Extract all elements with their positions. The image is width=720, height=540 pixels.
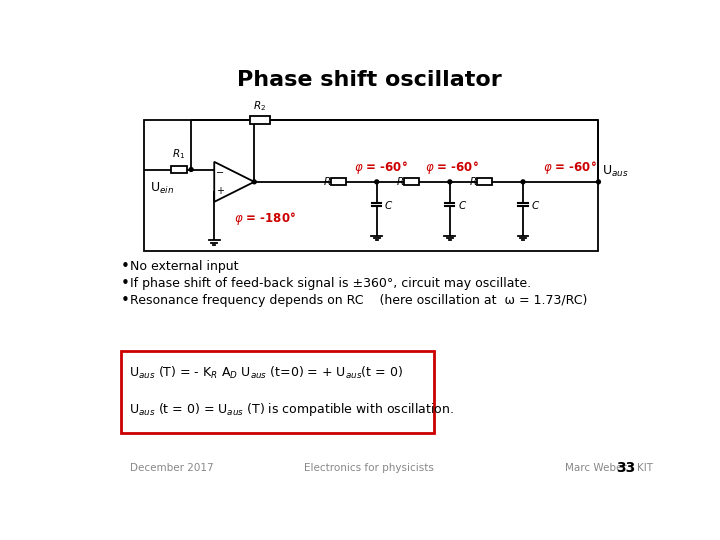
Text: $\varphi$ = -60°: $\varphi$ = -60°: [354, 159, 408, 176]
Text: U$_{aus}$: U$_{aus}$: [601, 164, 628, 179]
Text: Marc Weber - KIT: Marc Weber - KIT: [565, 463, 653, 473]
Text: $R$: $R$: [396, 175, 404, 187]
Text: $R$: $R$: [323, 175, 330, 187]
Bar: [144, 120, 598, 251]
Circle shape: [597, 180, 600, 184]
Text: •: •: [121, 276, 130, 291]
Polygon shape: [215, 162, 254, 202]
Text: $C$: $C$: [531, 199, 540, 211]
Text: December 2017: December 2017: [130, 463, 214, 473]
Text: Electronics for physicists: Electronics for physicists: [304, 463, 434, 473]
Circle shape: [448, 180, 451, 184]
Text: If phase shift of feed-back signal is ±360°, circuit may oscillate.: If phase shift of feed-back signal is ±3…: [130, 277, 531, 290]
Text: +: +: [215, 186, 224, 196]
Text: U$_{aus}$ (T) = - K$_R$ A$_D$ U$_{aus}$ (t=0) = + U$_{aus}$(t = 0): U$_{aus}$ (T) = - K$_R$ A$_D$ U$_{aus}$ …: [129, 364, 402, 381]
Text: U$_{aus}$ (t = 0) = U$_{aus}$ (T) is compatible with oscillation.: U$_{aus}$ (t = 0) = U$_{aus}$ (T) is com…: [129, 401, 454, 418]
Text: •: •: [121, 293, 130, 308]
Bar: [250, 117, 270, 124]
Text: $R$: $R$: [469, 175, 477, 187]
Text: U$_{ein}$: U$_{ein}$: [150, 180, 174, 195]
Text: $\varphi$ = -180°: $\varphi$ = -180°: [234, 210, 296, 227]
Bar: [171, 166, 186, 173]
Text: $\varphi$ = -60°: $\varphi$ = -60°: [426, 159, 479, 176]
Text: •: •: [121, 259, 130, 274]
Text: −: −: [215, 168, 224, 178]
Text: Phase shift oscillator: Phase shift oscillator: [237, 70, 501, 90]
Circle shape: [375, 180, 379, 184]
Circle shape: [189, 167, 193, 171]
Text: $C$: $C$: [384, 199, 394, 211]
Text: No external input: No external input: [130, 260, 239, 273]
Text: $R_1$: $R_1$: [172, 147, 186, 161]
Circle shape: [252, 180, 256, 184]
Bar: [330, 178, 346, 185]
Text: 33: 33: [616, 461, 636, 475]
Bar: [404, 178, 419, 185]
Text: $\varphi$ = -60°: $\varphi$ = -60°: [543, 159, 597, 176]
FancyBboxPatch shape: [121, 351, 434, 433]
Bar: [477, 178, 492, 185]
Text: $R_2$: $R_2$: [253, 99, 266, 113]
Text: Resonance frequency depends on RC    (here oscillation at  ω = 1.73/RC): Resonance frequency depends on RC (here …: [130, 294, 588, 307]
Text: $C$: $C$: [457, 199, 467, 211]
Circle shape: [521, 180, 525, 184]
